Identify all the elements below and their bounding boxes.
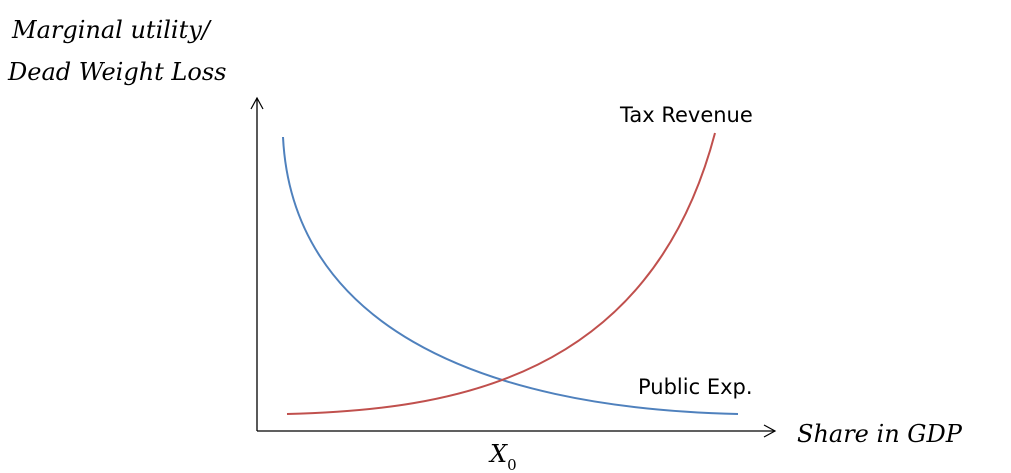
curve-label: Public Exp. bbox=[638, 375, 753, 399]
x-marker-label: X0 bbox=[488, 440, 517, 473]
public-exp-curve bbox=[282, 136, 739, 415]
curve-label: Tax Revenue bbox=[619, 103, 753, 127]
x-marker-subscript: 0 bbox=[507, 456, 517, 473]
x-axis-label: Share in GDP bbox=[797, 420, 963, 448]
y-axis-label: Dead Weight Loss bbox=[7, 58, 226, 86]
y-axis-label: Marginal utility/ bbox=[11, 16, 213, 44]
x-marker-text: X bbox=[488, 440, 508, 468]
tax-revenue-curve bbox=[286, 132, 716, 415]
